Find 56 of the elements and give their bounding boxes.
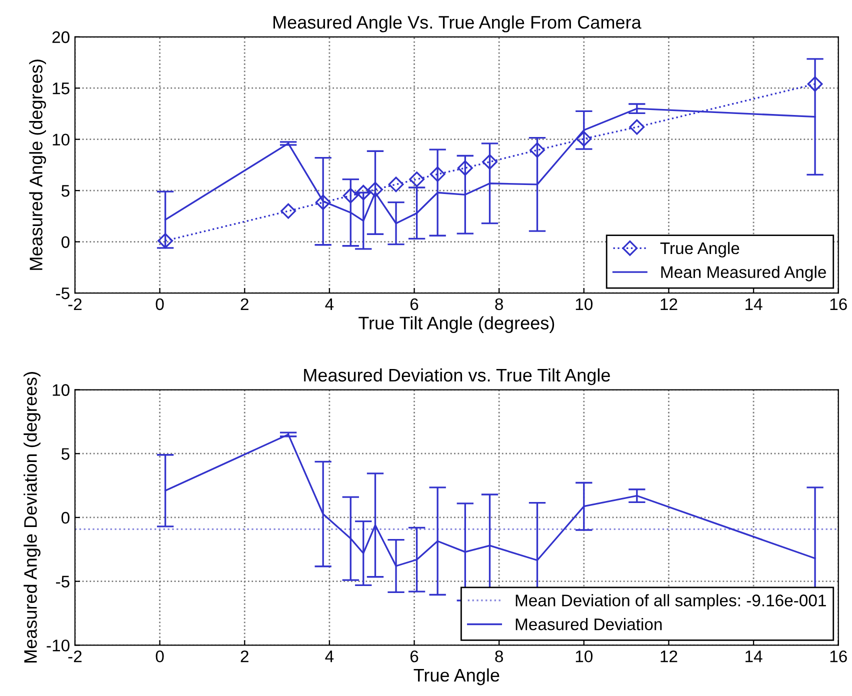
x-tick-label: 4 — [325, 298, 334, 310]
point — [629, 119, 645, 135]
legend-label: Mean Deviation of all samples: -9.16e-001 — [516, 594, 826, 610]
y-tick-label: 0 — [62, 512, 70, 524]
point — [368, 182, 383, 198]
point — [576, 131, 592, 147]
y-axis-title: Measured Angle Deviation (degrees) — [24, 372, 40, 663]
y-tick-label: 10 — [52, 134, 70, 146]
point — [158, 233, 174, 248]
x-axis-title: True Tilt Angle (degrees) — [358, 316, 554, 334]
point — [807, 76, 823, 92]
legend-label: True Angle — [660, 242, 740, 258]
legend-label: Mean Measured Angle — [661, 266, 826, 282]
y-tick-label: -5 — [56, 576, 70, 588]
x-tick-label: 14 — [746, 650, 762, 662]
x-axis-title: True Angle — [414, 668, 500, 686]
y-tick-label: 0 — [62, 236, 70, 248]
point — [342, 188, 358, 204]
x-tick-label: 16 — [830, 650, 847, 662]
point — [315, 194, 331, 210]
point — [409, 172, 425, 188]
point — [356, 184, 372, 200]
point — [530, 142, 545, 158]
point — [430, 166, 446, 182]
x-tick-label: -2 — [68, 650, 82, 662]
chart-title: Measured Angle Vs. True Angle From Camera — [274, 15, 642, 32]
x-tick-label: 2 — [240, 650, 248, 662]
y-axis-title: Measured Angle (degrees) — [29, 60, 46, 270]
x-tick-label: 14 — [746, 298, 762, 310]
x-tick-label: 10 — [576, 650, 593, 662]
point — [482, 154, 498, 170]
x-tick-label: 6 — [410, 650, 418, 662]
legend-label: Measured Deviation — [516, 618, 662, 630]
chart-title: Measured Deviation vs. True Tilt Angle — [304, 368, 610, 386]
x-tick-label: 2 — [240, 298, 248, 310]
point — [388, 176, 404, 192]
x-tick-label: 6 — [410, 298, 418, 310]
y-tick-label: 20 — [52, 31, 70, 44]
y-tick-label: -5 — [56, 288, 70, 300]
y-tick-label: 15 — [52, 82, 70, 94]
x-tick-label: 0 — [156, 650, 164, 662]
x-tick-label: 12 — [660, 298, 678, 310]
x-tick-label: 12 — [660, 650, 678, 662]
x-tick-label: 4 — [325, 650, 334, 662]
y-tick-label: 10 — [52, 384, 70, 396]
x-tick-label: -2 — [68, 298, 82, 310]
x-tick-label: 8 — [495, 298, 503, 310]
y-tick-label: 5 — [62, 448, 70, 460]
x-tick-label: 8 — [495, 650, 503, 662]
y-tick-label: -10 — [46, 640, 70, 652]
y-tick-label: 5 — [62, 185, 70, 197]
point — [457, 160, 473, 176]
x-tick-label: 10 — [576, 298, 593, 310]
x-tick-label: 0 — [156, 298, 164, 310]
x-tick-label: 16 — [830, 298, 847, 310]
point — [280, 203, 296, 219]
